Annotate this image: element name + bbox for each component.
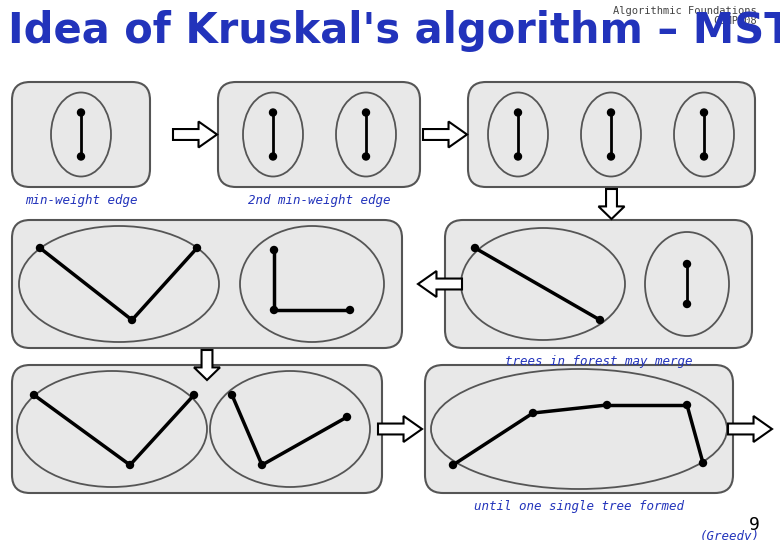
Ellipse shape (17, 371, 207, 487)
Ellipse shape (674, 92, 734, 177)
Circle shape (193, 245, 200, 252)
Circle shape (449, 462, 456, 469)
Circle shape (77, 109, 84, 116)
Text: (Greedy): (Greedy) (700, 530, 760, 540)
Ellipse shape (488, 92, 548, 177)
Text: COMP108: COMP108 (713, 16, 757, 26)
Circle shape (363, 109, 370, 116)
Polygon shape (598, 189, 625, 219)
Circle shape (700, 153, 707, 160)
Circle shape (258, 462, 265, 469)
Circle shape (608, 109, 615, 116)
FancyBboxPatch shape (12, 82, 150, 187)
FancyBboxPatch shape (445, 220, 752, 348)
Ellipse shape (51, 92, 111, 177)
FancyBboxPatch shape (468, 82, 755, 187)
Circle shape (515, 153, 522, 160)
Text: 9: 9 (749, 516, 760, 534)
Circle shape (471, 245, 478, 252)
Circle shape (530, 409, 537, 416)
Ellipse shape (210, 371, 370, 487)
Polygon shape (728, 416, 772, 442)
Circle shape (271, 307, 278, 314)
Ellipse shape (581, 92, 641, 177)
Ellipse shape (461, 228, 625, 340)
Circle shape (126, 462, 133, 469)
Text: Idea of Kruskal's algorithm – MST: Idea of Kruskal's algorithm – MST (8, 10, 780, 52)
Ellipse shape (243, 92, 303, 177)
FancyBboxPatch shape (12, 365, 382, 493)
Circle shape (270, 109, 276, 116)
Ellipse shape (645, 232, 729, 336)
Polygon shape (173, 122, 217, 147)
Circle shape (343, 414, 350, 421)
Circle shape (30, 392, 37, 399)
Circle shape (515, 109, 522, 116)
Ellipse shape (336, 92, 396, 177)
FancyBboxPatch shape (12, 220, 402, 348)
Text: until one single tree formed: until one single tree formed (474, 500, 684, 513)
Circle shape (270, 153, 276, 160)
Circle shape (346, 307, 353, 314)
Ellipse shape (19, 226, 219, 342)
Circle shape (604, 402, 611, 408)
Circle shape (683, 402, 690, 408)
Polygon shape (418, 271, 462, 297)
Circle shape (683, 260, 690, 267)
Circle shape (271, 246, 278, 253)
Ellipse shape (431, 369, 727, 489)
Circle shape (129, 316, 136, 323)
Circle shape (37, 245, 44, 252)
Circle shape (77, 153, 84, 160)
Circle shape (700, 109, 707, 116)
Text: Algorithmic Foundations: Algorithmic Foundations (613, 6, 757, 16)
Circle shape (597, 316, 604, 323)
Ellipse shape (240, 226, 384, 342)
Circle shape (608, 153, 615, 160)
Text: min-weight edge: min-weight edge (25, 194, 137, 207)
Circle shape (683, 300, 690, 307)
Polygon shape (194, 350, 220, 380)
Text: 2nd min-weight edge: 2nd min-weight edge (248, 194, 390, 207)
Circle shape (700, 460, 707, 467)
Circle shape (190, 392, 197, 399)
Circle shape (229, 392, 236, 399)
Polygon shape (378, 416, 422, 442)
FancyBboxPatch shape (425, 365, 733, 493)
Polygon shape (423, 122, 467, 147)
Circle shape (363, 153, 370, 160)
Text: trees in forest may merge: trees in forest may merge (505, 355, 693, 368)
FancyBboxPatch shape (218, 82, 420, 187)
